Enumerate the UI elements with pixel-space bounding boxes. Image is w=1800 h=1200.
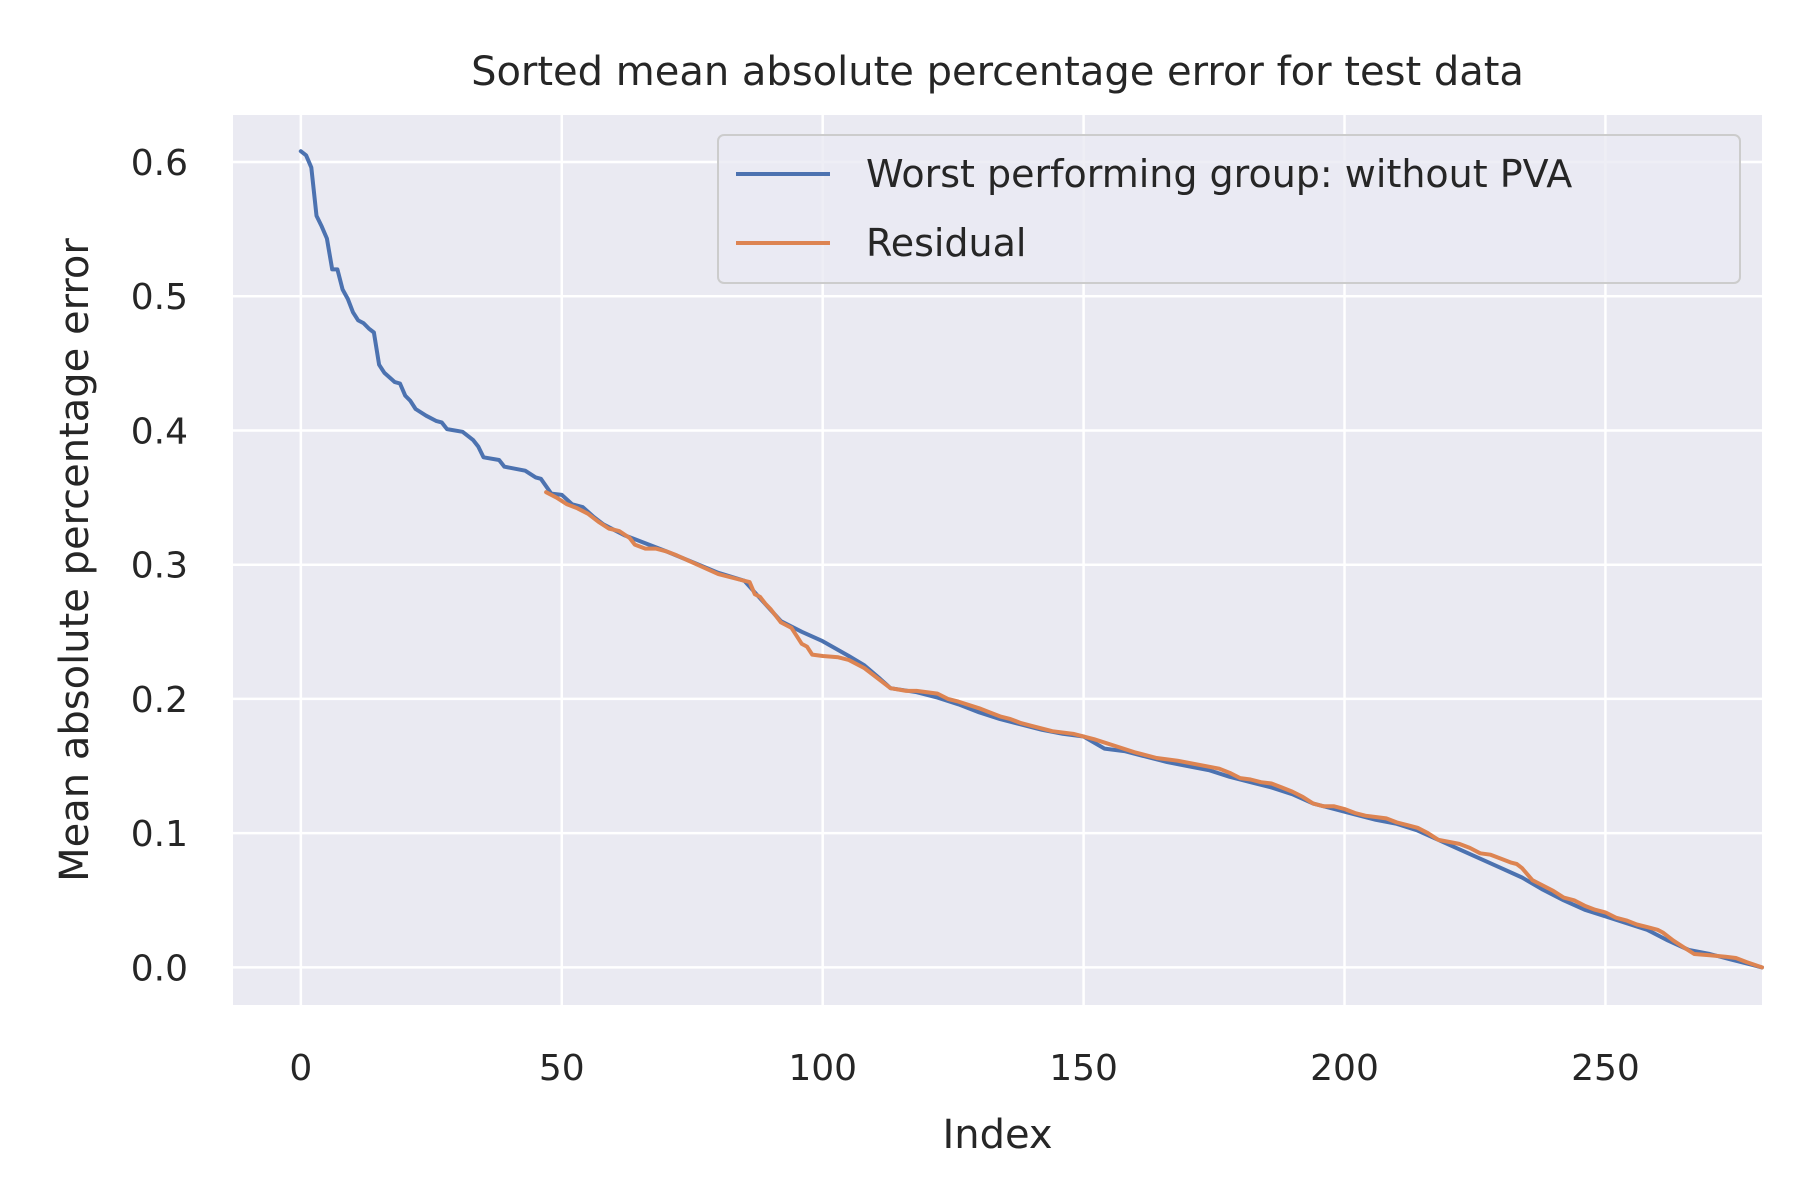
x-axis-label: Index: [942, 1112, 1052, 1158]
x-tick-label: 150: [1049, 1048, 1118, 1089]
y-tick-labels: 0.0 0.1 0.2 0.3 0.4 0.5 0.6: [131, 143, 188, 989]
y-tick-label: 0.0: [131, 948, 188, 989]
y-tick-label: 0.5: [131, 277, 188, 318]
x-tick-labels: 0 50 100 150 200 250: [289, 1048, 1639, 1089]
y-tick-label: 0.6: [131, 143, 188, 184]
y-tick-label: 0.3: [131, 546, 188, 587]
x-tick-label: 0: [289, 1048, 312, 1089]
legend-label: Residual: [866, 221, 1026, 265]
y-tick-label: 0.4: [131, 411, 188, 452]
y-axis-label: Mean absolute percentage error: [52, 238, 98, 882]
x-tick-label: 200: [1310, 1048, 1379, 1089]
x-tick-label: 250: [1571, 1048, 1640, 1089]
legend-label: Worst performing group: without PVA: [866, 152, 1572, 196]
y-tick-label: 0.2: [131, 680, 188, 721]
legend: Worst performing group: without PVA Resid…: [717, 134, 1741, 284]
legend-frame: [717, 134, 1741, 284]
series-layer: [298, 149, 1764, 970]
chart-title: Sorted mean absolute percentage error fo…: [471, 49, 1524, 95]
x-tick-label: 50: [539, 1048, 585, 1089]
x-tick-label: 100: [788, 1048, 857, 1089]
series-line-2: [544, 490, 1764, 970]
y-tick-label: 0.1: [131, 814, 188, 855]
